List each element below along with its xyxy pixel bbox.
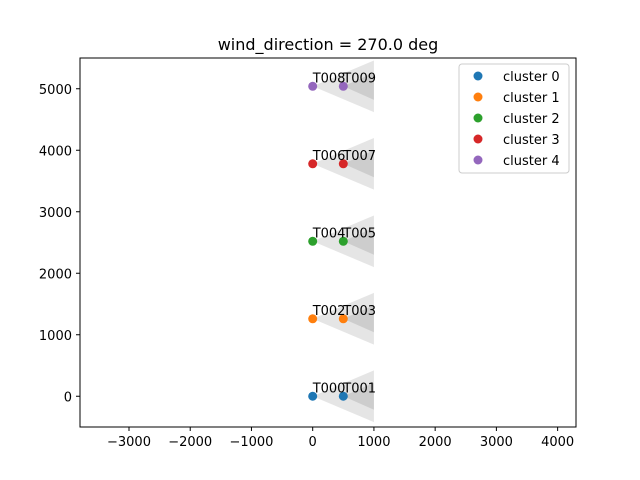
legend-box xyxy=(458,63,570,174)
x-tick-label: −1000 xyxy=(229,435,273,450)
wake-cone-t003 xyxy=(343,305,374,333)
y-tick-label: 2000 xyxy=(39,267,72,282)
legend: cluster 0 cluster 1 cluster 2 cluster 3 clus… xyxy=(458,63,570,174)
legend-marker-3 xyxy=(473,134,483,144)
x-tick-label: 4000 xyxy=(541,435,574,450)
legend-marker-2 xyxy=(473,113,483,123)
turbine-label-t003: T003 xyxy=(342,304,376,319)
turbine-point-t008 xyxy=(308,81,318,91)
turbine-point-t003 xyxy=(338,314,348,324)
turbine-label-t001: T001 xyxy=(342,381,376,396)
point-layer xyxy=(308,81,348,401)
x-tick-label: 1000 xyxy=(357,435,390,450)
legend-label-4: cluster 4 xyxy=(503,154,560,169)
x-tick-label: −2000 xyxy=(168,435,212,450)
y-tick-label: 4000 xyxy=(39,144,72,159)
x-tick-label: 2000 xyxy=(419,435,452,450)
legend-label-2: cluster 2 xyxy=(503,112,560,127)
wake-cone-t009 xyxy=(343,72,374,100)
y-axis: 0 1000 2000 3000 4000 5000 xyxy=(39,83,80,405)
legend-marker-4 xyxy=(473,155,483,165)
x-tick-label: 0 xyxy=(309,435,317,450)
legend-label-3: cluster 3 xyxy=(503,133,560,148)
turbine-label-t008: T008 xyxy=(312,71,346,86)
turbine-label-t002: T002 xyxy=(312,304,346,319)
y-tick-label: 0 xyxy=(64,390,72,405)
turbine-point-t001 xyxy=(338,391,348,401)
turbine-point-t004 xyxy=(308,236,318,246)
turbine-point-t005 xyxy=(338,236,348,246)
x-axis: −3000 −2000 −1000 0 1000 2000 3000 4000 xyxy=(107,427,574,450)
turbine-label-t007: T007 xyxy=(342,149,376,164)
wake-cone-t007 xyxy=(343,150,374,178)
wake-cone-t005 xyxy=(343,227,374,255)
chart-title: wind_direction = 270.0 deg xyxy=(218,35,439,55)
turbine-label-t000: T000 xyxy=(312,381,346,396)
y-tick-label: 1000 xyxy=(39,329,72,344)
turbine-label-t004: T004 xyxy=(312,226,346,241)
plot-frame xyxy=(79,57,577,428)
turbine-label-t006: T006 xyxy=(312,149,346,164)
legend-marker-0 xyxy=(473,71,483,81)
legend-marker-1 xyxy=(473,92,483,102)
turbine-label-t005: T005 xyxy=(342,226,376,241)
turbine-point-t002 xyxy=(308,314,318,324)
turbine-point-t009 xyxy=(338,81,348,91)
turbine-point-t006 xyxy=(308,159,318,169)
y-tick-label: 3000 xyxy=(39,206,72,221)
y-tick-label: 5000 xyxy=(39,83,72,98)
legend-label-0: cluster 0 xyxy=(503,70,560,85)
x-tick-label: 3000 xyxy=(480,435,513,450)
x-tick-label: −3000 xyxy=(107,435,151,450)
legend-label-1: cluster 1 xyxy=(503,91,560,106)
turbine-point-t000 xyxy=(308,391,318,401)
turbine-point-t007 xyxy=(338,159,348,169)
wake-cone-t001 xyxy=(343,382,374,410)
turbine-label-t009: T009 xyxy=(342,71,376,86)
